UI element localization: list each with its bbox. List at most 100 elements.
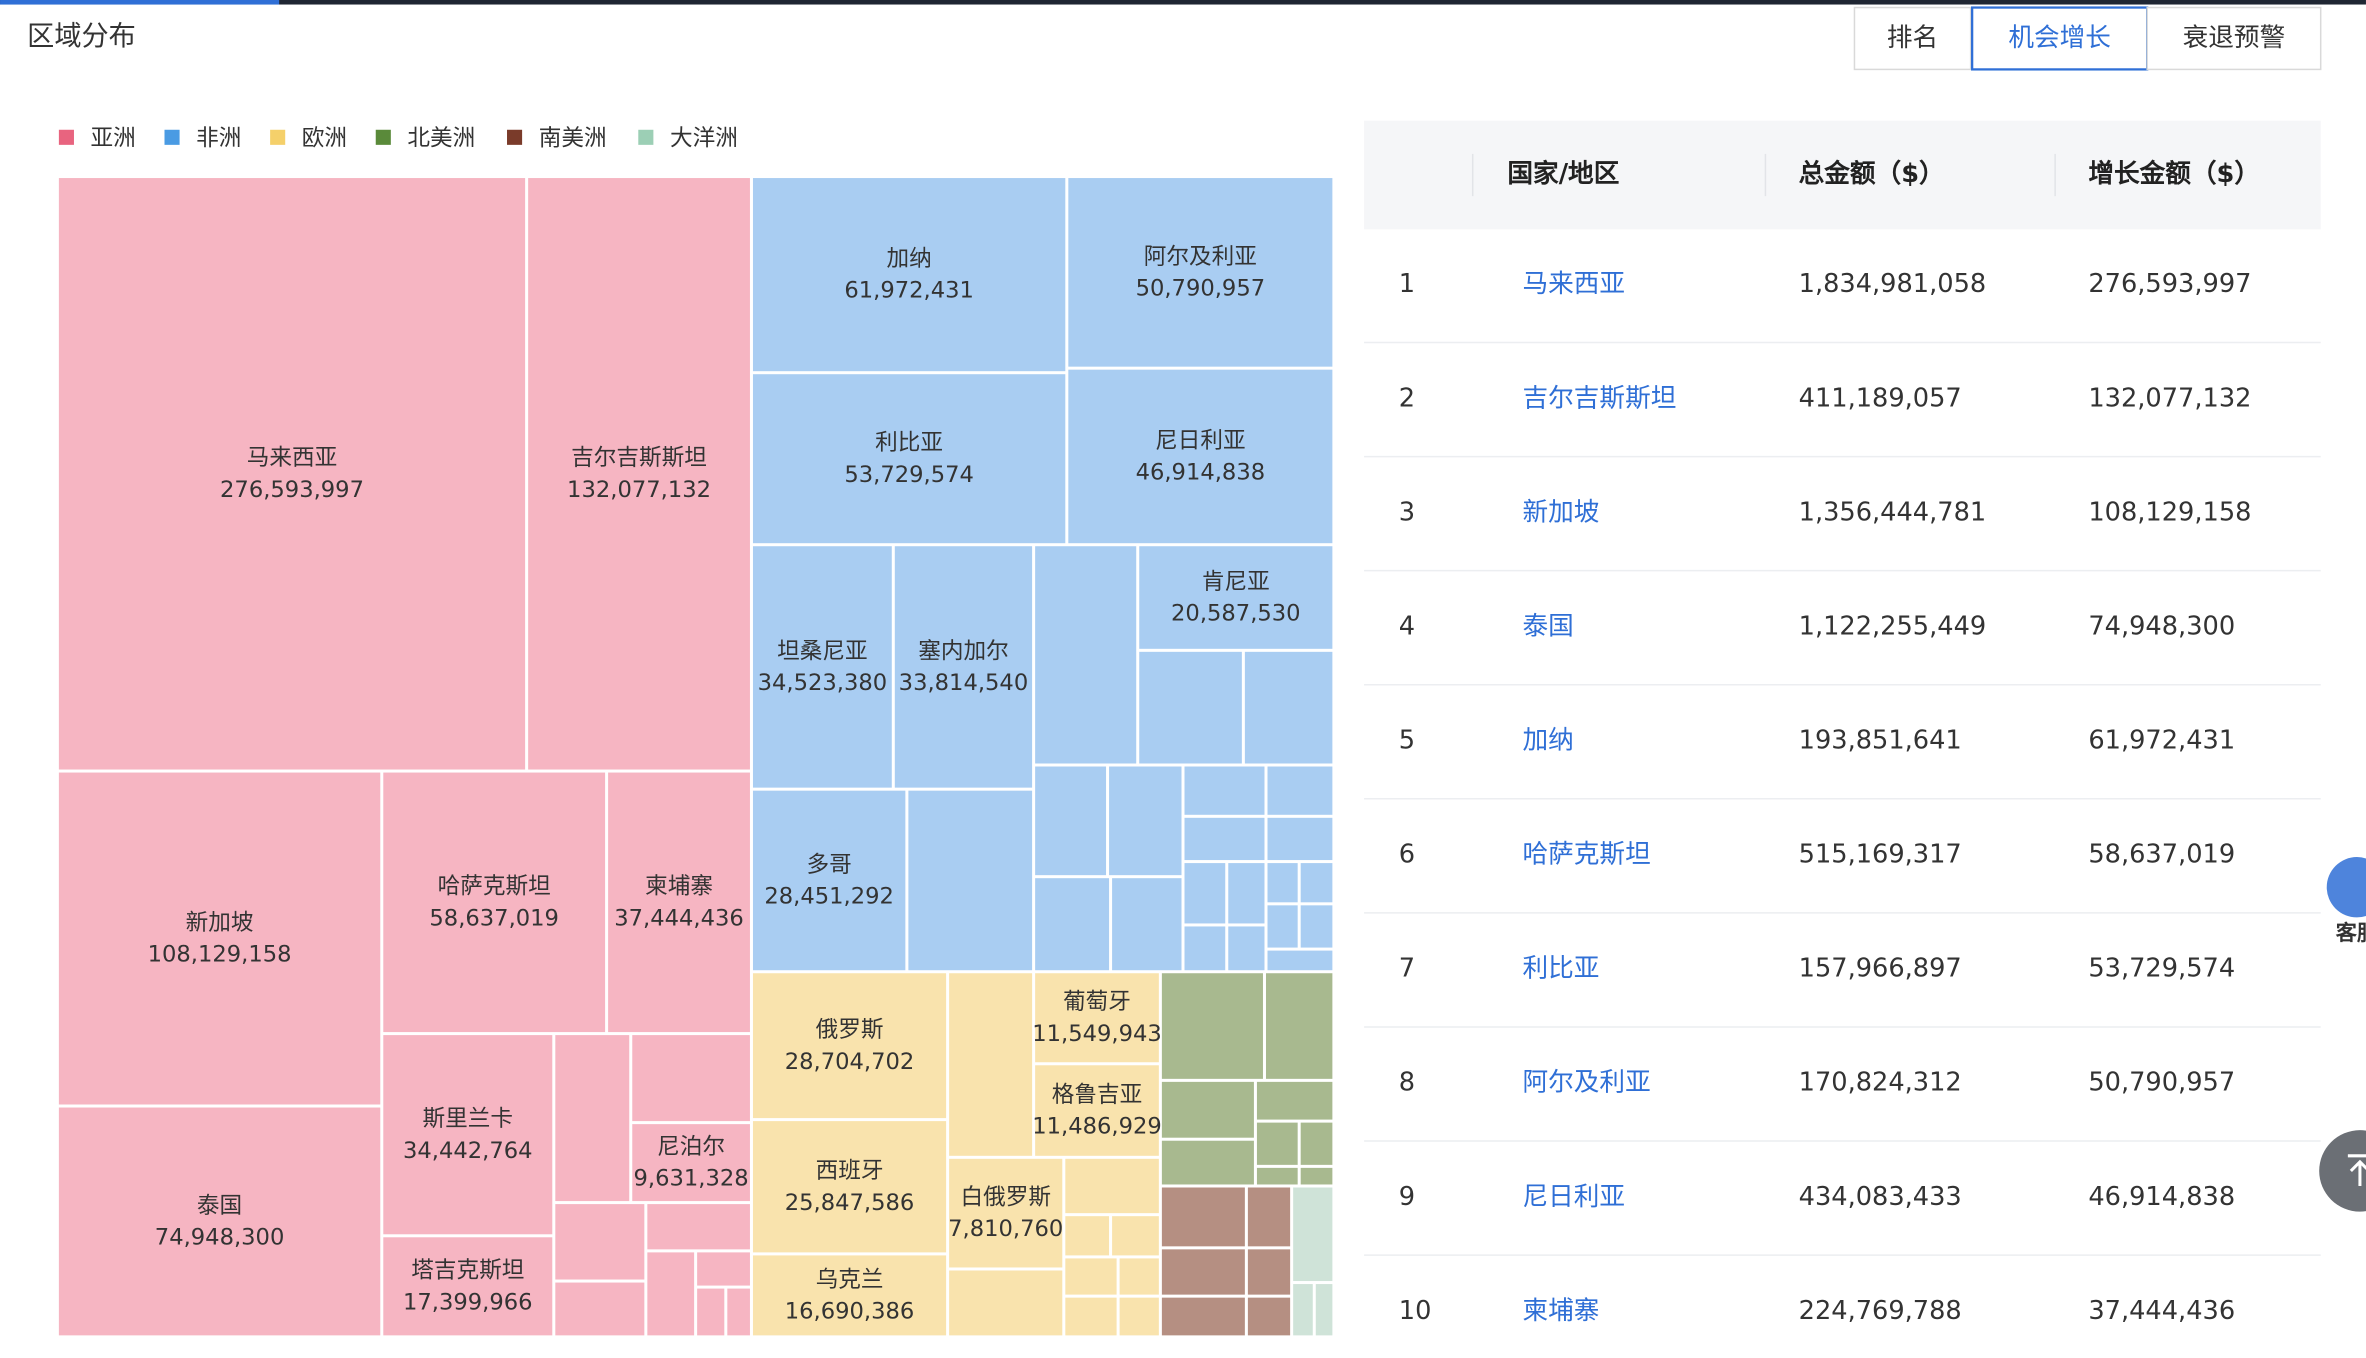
legend-label[interactable]: 亚洲 bbox=[91, 125, 136, 151]
country-link[interactable]: 加纳 bbox=[1523, 725, 1574, 755]
treemap-cell[interactable] bbox=[58, 178, 526, 770]
service-icon[interactable] bbox=[2326, 857, 2366, 918]
treemap-cell[interactable] bbox=[1065, 1216, 1110, 1256]
treemap-cell[interactable] bbox=[1247, 1297, 1291, 1336]
country-link[interactable]: 哈萨克斯坦 bbox=[1523, 840, 1651, 870]
tab[interactable] bbox=[1971, 6, 2149, 71]
treemap-cell[interactable] bbox=[752, 1255, 947, 1336]
treemap-cell[interactable] bbox=[58, 772, 381, 1105]
treemap-cell[interactable] bbox=[1267, 863, 1298, 903]
treemap-cell[interactable] bbox=[1112, 1216, 1159, 1256]
treemap-cell[interactable] bbox=[632, 1035, 750, 1122]
legend-label[interactable]: 欧洲 bbox=[302, 125, 347, 151]
treemap-cell[interactable] bbox=[1035, 1065, 1159, 1156]
treemap-cell[interactable] bbox=[1109, 766, 1182, 876]
treemap-cell[interactable] bbox=[1161, 1081, 1254, 1138]
treemap-cell[interactable] bbox=[1247, 1249, 1291, 1295]
treemap-cell[interactable] bbox=[1184, 926, 1226, 971]
treemap-cell[interactable] bbox=[1267, 766, 1333, 815]
treemap-cell[interactable] bbox=[1300, 1167, 1333, 1185]
treemap-cell[interactable] bbox=[752, 178, 1066, 372]
legend-label[interactable]: 北美洲 bbox=[407, 125, 475, 151]
treemap-cell[interactable] bbox=[1256, 1122, 1298, 1165]
country-link[interactable]: 吉尔吉斯斯坦 bbox=[1523, 383, 1677, 413]
treemap-cell[interactable] bbox=[1119, 1258, 1159, 1295]
back-to-top[interactable] bbox=[2319, 1130, 2366, 1212]
treemap-cell[interactable] bbox=[383, 1237, 553, 1336]
treemap-cell[interactable] bbox=[1035, 878, 1110, 971]
treemap-cell[interactable] bbox=[1184, 766, 1265, 815]
legend-label[interactable]: 大洋洲 bbox=[670, 125, 738, 151]
treemap-cell[interactable] bbox=[727, 1288, 750, 1336]
treemap-cell[interactable] bbox=[1300, 905, 1333, 948]
country-link[interactable]: 马来西亚 bbox=[1523, 269, 1626, 299]
treemap-cell[interactable] bbox=[1068, 178, 1333, 367]
tab-label[interactable]: 排名 bbox=[1887, 23, 1938, 53]
treemap-cell[interactable] bbox=[752, 1121, 947, 1253]
country-link[interactable]: 利比亚 bbox=[1523, 954, 1600, 984]
treemap-cell[interactable] bbox=[528, 178, 750, 770]
treemap-cell[interactable] bbox=[632, 1124, 750, 1202]
treemap-cell[interactable] bbox=[949, 1158, 1063, 1268]
treemap-cell[interactable] bbox=[608, 772, 750, 1033]
treemap-cell[interactable] bbox=[1065, 1297, 1117, 1336]
treemap-cell[interactable] bbox=[1119, 1297, 1159, 1336]
treemap-cell[interactable] bbox=[555, 1204, 645, 1280]
country-link[interactable]: 阿尔及利亚 bbox=[1523, 1068, 1651, 1098]
treemap-cell[interactable] bbox=[1065, 1258, 1117, 1295]
tab[interactable] bbox=[1853, 6, 1972, 71]
treemap-cell[interactable] bbox=[1247, 1187, 1291, 1247]
tab-label[interactable]: 机会增长 bbox=[2008, 23, 2111, 53]
treemap-cell[interactable] bbox=[1161, 1249, 1245, 1295]
legend-label[interactable]: 南美洲 bbox=[539, 125, 607, 151]
treemap-cell[interactable] bbox=[383, 1035, 553, 1235]
treemap-cell[interactable] bbox=[647, 1252, 695, 1336]
treemap-cell[interactable] bbox=[894, 546, 1033, 788]
treemap-cell[interactable] bbox=[1065, 1158, 1159, 1214]
treemap-cell[interactable] bbox=[752, 374, 1066, 544]
treemap-cell[interactable] bbox=[1267, 905, 1298, 948]
treemap-cell[interactable] bbox=[58, 1107, 381, 1336]
treemap-cell[interactable] bbox=[1161, 973, 1263, 1079]
treemap-cell[interactable] bbox=[1256, 1167, 1298, 1185]
treemap-cell[interactable] bbox=[555, 1035, 630, 1202]
treemap-cell[interactable] bbox=[1161, 1187, 1245, 1247]
treemap-cell[interactable] bbox=[1315, 1284, 1333, 1336]
treemap-cell[interactable] bbox=[1161, 1140, 1254, 1185]
treemap-cell[interactable] bbox=[1139, 651, 1242, 764]
treemap-cell[interactable] bbox=[647, 1204, 750, 1250]
treemap-cell[interactable] bbox=[1293, 1187, 1333, 1282]
treemap-cell[interactable] bbox=[1228, 926, 1265, 971]
treemap-cell[interactable] bbox=[908, 790, 1033, 971]
country-link[interactable]: 泰国 bbox=[1523, 611, 1574, 641]
treemap-cell[interactable] bbox=[1112, 878, 1182, 971]
treemap-cell[interactable] bbox=[1293, 1284, 1313, 1336]
treemap-cell[interactable] bbox=[1184, 863, 1226, 924]
country-link[interactable]: 柬埔寨 bbox=[1523, 1296, 1600, 1326]
treemap-cell[interactable] bbox=[949, 1270, 1063, 1336]
service-label[interactable]: 客服 bbox=[2336, 920, 2366, 945]
country-link[interactable]: 新加坡 bbox=[1523, 497, 1600, 527]
treemap-cell[interactable] bbox=[1184, 817, 1265, 861]
treemap-cell[interactable] bbox=[752, 973, 947, 1119]
treemap-cell[interactable] bbox=[1267, 817, 1333, 861]
treemap-cell[interactable] bbox=[1256, 1081, 1333, 1120]
treemap-cell[interactable] bbox=[1300, 863, 1333, 903]
treemap-cell[interactable] bbox=[1035, 973, 1159, 1063]
treemap-cell[interactable] bbox=[383, 772, 606, 1033]
legend-label[interactable]: 非洲 bbox=[196, 125, 241, 151]
treemap-cell[interactable] bbox=[1035, 766, 1107, 876]
treemap-cell[interactable] bbox=[949, 973, 1033, 1156]
country-link[interactable]: 尼日利亚 bbox=[1523, 1182, 1626, 1212]
treemap-cell[interactable] bbox=[697, 1252, 750, 1286]
treemap-cell[interactable] bbox=[752, 790, 906, 971]
treemap-cell[interactable] bbox=[752, 546, 892, 788]
tab-label[interactable]: 衰退预警 bbox=[2183, 23, 2286, 53]
tab[interactable] bbox=[2146, 6, 2322, 71]
treemap-cell[interactable] bbox=[1161, 1297, 1245, 1336]
treemap-cell[interactable] bbox=[555, 1282, 645, 1336]
treemap-cell[interactable] bbox=[1265, 973, 1333, 1079]
treemap-cell[interactable] bbox=[1139, 546, 1333, 649]
treemap-cell[interactable] bbox=[1228, 863, 1265, 924]
treemap-cell[interactable] bbox=[1300, 1122, 1333, 1165]
